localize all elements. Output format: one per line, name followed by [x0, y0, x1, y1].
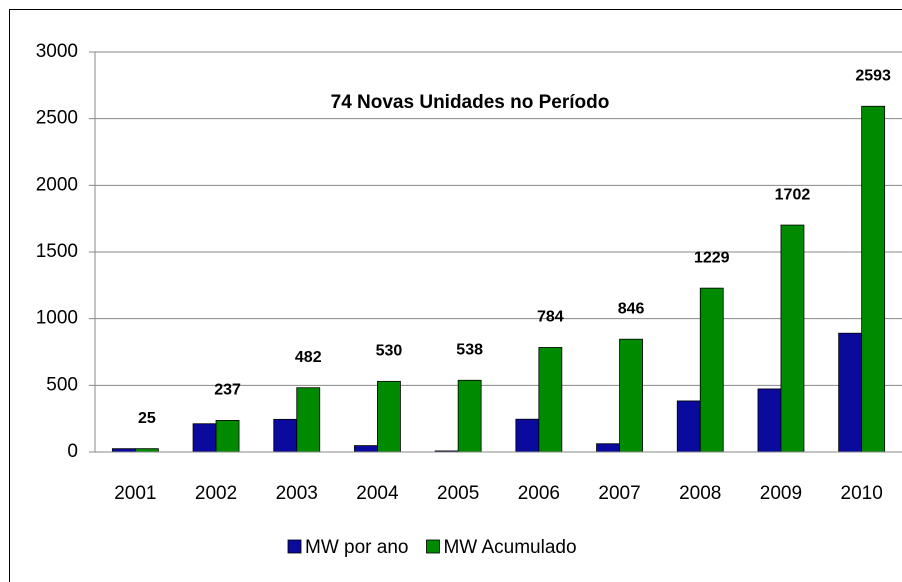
legend-swatch: [287, 539, 302, 554]
y-tick-label: 500: [46, 374, 78, 395]
y-tick-label: 2000: [36, 174, 78, 195]
x-tick-label: 2003: [276, 483, 318, 504]
x-tick-label: 2002: [195, 483, 237, 504]
bar: [215, 419, 240, 453]
data-label: 482: [295, 349, 322, 366]
y-tick-label: 1000: [36, 308, 78, 329]
bar: [296, 387, 321, 453]
data-label: 25: [138, 410, 156, 427]
bar: [273, 418, 298, 453]
x-tick-label: 2009: [760, 483, 802, 504]
bar: [538, 347, 563, 453]
bar: [457, 379, 482, 453]
bar: [354, 445, 378, 453]
bar: [861, 105, 886, 453]
y-tick-label: 2500: [36, 108, 78, 129]
x-tick-label: 2005: [437, 483, 479, 504]
data-label: 530: [376, 343, 403, 360]
data-label: 2593: [855, 67, 891, 84]
x-tick-label: 2001: [114, 483, 156, 504]
bar: [676, 400, 701, 453]
bar: [619, 338, 643, 453]
y-tick-label: 3000: [36, 41, 78, 62]
bar: [192, 423, 217, 453]
legend-swatch: [426, 539, 440, 554]
bar: [780, 224, 805, 453]
x-tick-label: 2008: [679, 483, 721, 504]
bar: [515, 418, 540, 453]
bar: [757, 388, 782, 453]
bar: [596, 443, 620, 453]
data-label: 237: [214, 382, 241, 399]
data-label: 1229: [694, 249, 730, 266]
y-tick-label: 0: [67, 441, 78, 462]
legend-label: MW por ano: [305, 537, 408, 558]
x-tick-label: 2004: [356, 483, 399, 504]
bar: [838, 332, 863, 453]
data-label: 784: [537, 309, 564, 326]
x-tick-label: 2010: [841, 483, 883, 504]
legend-label: MW Acumulado: [443, 537, 576, 558]
data-label: 846: [618, 300, 645, 317]
annotation: 74 Novas Unidades no Período: [331, 92, 610, 113]
y-tick-label: 1500: [36, 241, 78, 262]
data-label: 538: [456, 341, 483, 358]
data-label: 1702: [775, 186, 811, 203]
bar: [377, 380, 401, 453]
x-tick-label: 2007: [598, 483, 640, 504]
x-tick-label: 2006: [518, 483, 560, 504]
frame: [9, 9, 902, 582]
bar: [699, 287, 724, 453]
